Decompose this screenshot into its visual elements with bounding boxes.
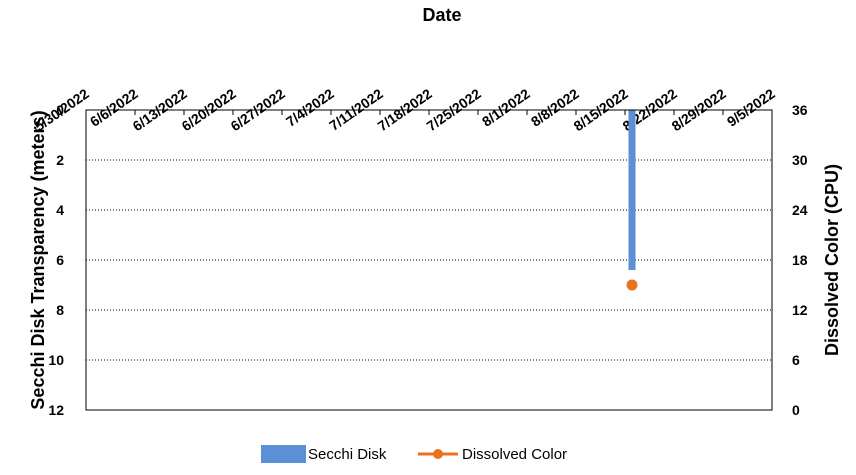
- y-left-tick-label: 12: [48, 402, 64, 418]
- y-right-tick-label: 0: [792, 402, 800, 418]
- y-right-tick-label: 6: [792, 352, 800, 368]
- gridlines: [86, 159, 772, 361]
- secchi-disk-bar: [628, 110, 636, 270]
- right-axis-ticks: 36 30 24 18 12 6 0: [792, 102, 808, 418]
- x-axis-title: Date: [422, 5, 461, 25]
- y-right-tick-label: 24: [792, 202, 808, 218]
- y-left-tick-label: 0: [56, 102, 64, 118]
- y-right-tick-label: 12: [792, 302, 808, 318]
- left-axis-ticks: 0 2 4 6 8 10 12: [48, 102, 64, 418]
- y-left-tick-label: 2: [56, 152, 64, 168]
- y-right-tick-label: 18: [792, 252, 808, 268]
- dissolved-color-point: [626, 279, 638, 291]
- legend: Secchi Disk Dissolved Color: [261, 445, 567, 463]
- y-left-tick-label: 10: [48, 352, 64, 368]
- legend-label-dissolved-color: Dissolved Color: [462, 446, 567, 463]
- data-marks: [626, 110, 638, 291]
- plot-area-frame: [85, 109, 773, 411]
- y-left-tick-label: 6: [56, 252, 64, 268]
- y-right-tick-label: 30: [792, 152, 808, 168]
- x-tick-label: 9/5/2022: [724, 85, 778, 129]
- y-left-tick-label: 4: [56, 202, 64, 218]
- y-left-tick-label: 8: [56, 302, 64, 318]
- y-axis-right-title: Dissolved Color (CPU): [822, 164, 842, 356]
- x-tick-label: 8/1/2022: [479, 85, 533, 129]
- legend-swatch-secchi-disk: [261, 445, 306, 463]
- y-axis-left-title: Secchi Disk Transparency (meters): [28, 110, 48, 409]
- legend-marker-dissolved-color: [433, 449, 443, 459]
- y-right-tick-label: 36: [792, 102, 808, 118]
- legend-label-secchi-disk: Secchi Disk: [308, 446, 387, 463]
- x-tick-label: 7/11/2022: [326, 85, 386, 134]
